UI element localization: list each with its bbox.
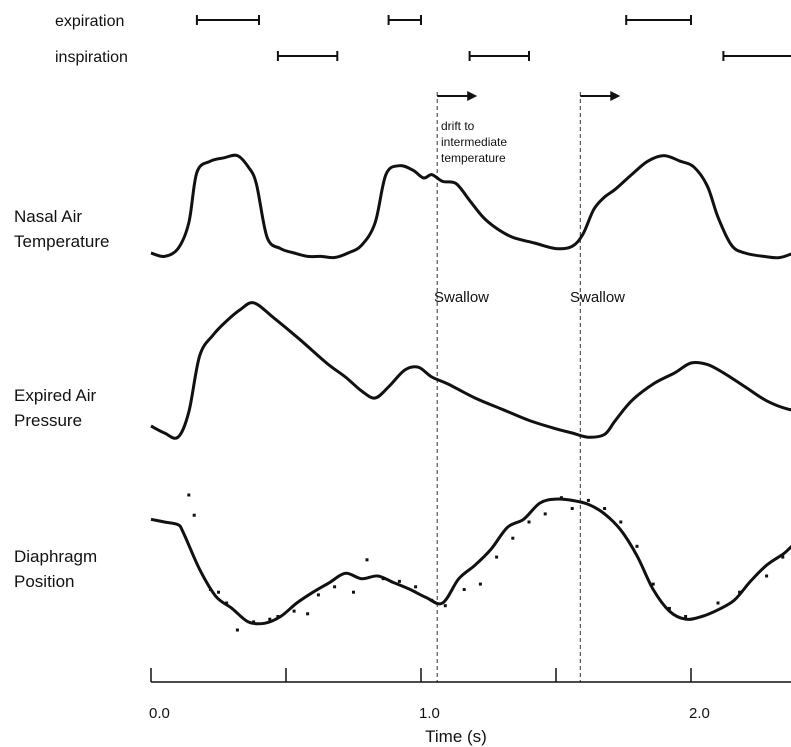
diaphragm-sample-point [716, 601, 720, 605]
swallow-label-1: Swallow [434, 289, 489, 306]
diaphragm-sample-point [495, 555, 499, 559]
diaphragm-sample-point [397, 579, 401, 583]
phase-bar-inspiration-3 [722, 51, 791, 61]
diaphragm-sample-point [462, 588, 466, 591]
diaphragm-sample-point [443, 604, 447, 608]
series-label-temperature-line-2: Temperature [14, 232, 109, 251]
diaphragm-sample-point [252, 620, 256, 624]
diaphragm-sample-point [268, 617, 272, 621]
diaphragm-sample-point [225, 601, 229, 605]
phase-bars [195, 15, 791, 61]
diaphragm-sample-point [208, 588, 212, 591]
diaphragm-sample-point [781, 555, 785, 559]
diaphragm-sample-point [187, 493, 191, 497]
diaphragm-sample-point [276, 615, 280, 618]
diaphragm-sample-point [381, 577, 385, 581]
diaphragm-sample-point [586, 498, 590, 502]
diaphragm-sample-point [235, 628, 239, 632]
series-label-diaphragm-line-1: Diaphragm [14, 547, 97, 566]
diaphragm-sample-point [306, 612, 310, 616]
diaphragm-sample-point [543, 512, 547, 516]
diaphragm-sample-point [316, 593, 320, 597]
phase-label-expiration: expiration [55, 13, 124, 30]
series-label-diaphragm-line-2: Position [14, 572, 74, 591]
phase-bar-expiration-1 [195, 15, 260, 25]
series-label-temperature-line-1: Nasal Air [14, 207, 82, 226]
pressure-trace [150, 301, 791, 440]
drift-arrows [437, 91, 621, 101]
annotation-line-2: intermediate [441, 135, 507, 149]
diaphragm-sample-point [527, 520, 531, 524]
diaphragm-sample-point [365, 558, 369, 562]
x-tick-label: 0.0 [149, 705, 170, 722]
diaphragm-sample-point [333, 585, 337, 589]
series-label-pressure-line-2: Pressure [14, 411, 82, 430]
diaphragm-sample-point [559, 496, 563, 500]
series-label-pressure-line-1: Expired Air [14, 386, 97, 405]
diaphragm-sample-point [635, 544, 639, 548]
diaphragm-sample-point [738, 590, 742, 594]
temperature-trace [150, 153, 791, 260]
diaphragm-sample-point [430, 598, 434, 602]
x-tick-label: 2.0 [689, 705, 710, 722]
diaphragm-sample-point [619, 520, 623, 524]
diaphragm-sample-point [570, 507, 574, 510]
diaphragm-sample-point [765, 574, 769, 578]
x-axis-title: Time (s) [425, 727, 487, 746]
diaphragm-sample-point [478, 582, 482, 586]
diaphragm-sample-point [217, 590, 220, 594]
diaphragm-sample-point [352, 590, 355, 594]
annotation-line-1: drift to [441, 119, 475, 133]
swallow-label-2: Swallow [570, 289, 625, 306]
phase-bar-inspiration-2 [468, 51, 530, 61]
x-tick-label: 1.0 [419, 705, 440, 722]
annotation-line-3: temperature [441, 151, 506, 165]
diaphragm-sample-point [292, 609, 296, 613]
x-axis: 0.0 1.0 2.0 [149, 668, 791, 722]
diaphragm-trace [150, 497, 791, 626]
traces [150, 153, 791, 632]
diaphragm-sample-point [651, 582, 655, 586]
diaphragm-sample-point [414, 585, 418, 589]
drift-arrow-2 [580, 91, 621, 101]
swallow-lines [436, 92, 581, 682]
phase-bar-expiration-2 [387, 15, 422, 25]
diaphragm-sample-point [192, 513, 196, 517]
phase-label-inspiration: inspiration [55, 49, 128, 66]
diaphragm-sample-point [511, 536, 515, 540]
phase-bar-inspiration-1 [276, 51, 339, 61]
diaphragm-sample-point [667, 606, 671, 610]
drift-arrow-1 [437, 91, 478, 101]
diaphragm-sample-point [603, 507, 607, 510]
phase-bar-expiration-3 [625, 15, 692, 25]
diaphragm-sample-point [684, 615, 688, 618]
